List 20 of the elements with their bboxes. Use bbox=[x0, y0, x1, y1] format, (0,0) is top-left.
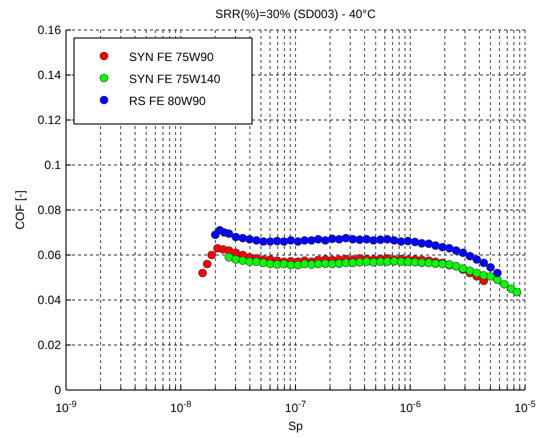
chart-title: SRR(%)=30% (SD003) - 40°C bbox=[215, 7, 376, 21]
y-tick-label: 0.14 bbox=[38, 68, 62, 82]
y-axis-title: COF [-] bbox=[13, 190, 27, 230]
legend-label: RS FE 80W90 bbox=[129, 94, 206, 108]
legend-label: SYN FE 75W90 bbox=[129, 50, 214, 64]
legend-label: SYN FE 75W140 bbox=[129, 72, 221, 86]
y-tick-label: 0.04 bbox=[38, 293, 62, 307]
x-tick-label: 10$^{-8}$ bbox=[170, 399, 192, 415]
x-tick-label: 10$^{-7}$ bbox=[284, 399, 306, 415]
y-tick-label: 0.12 bbox=[38, 113, 62, 127]
x-tick-label: 10$^{-5}$ bbox=[514, 399, 536, 415]
y-tick-label: 0.08 bbox=[38, 203, 62, 217]
y-tick-label: 0.02 bbox=[38, 338, 62, 352]
y-tick-label: 0 bbox=[54, 383, 62, 397]
y-tick-label: 0.1 bbox=[44, 158, 62, 172]
x-tick-label: 10$^{-9}$ bbox=[55, 399, 77, 415]
x-tick-label: 10$^{-6}$ bbox=[400, 399, 421, 415]
x-axis-title: Sp bbox=[288, 419, 304, 433]
y-tick-label: 0.16 bbox=[38, 23, 62, 37]
y-tick-label: 0.06 bbox=[38, 248, 62, 262]
